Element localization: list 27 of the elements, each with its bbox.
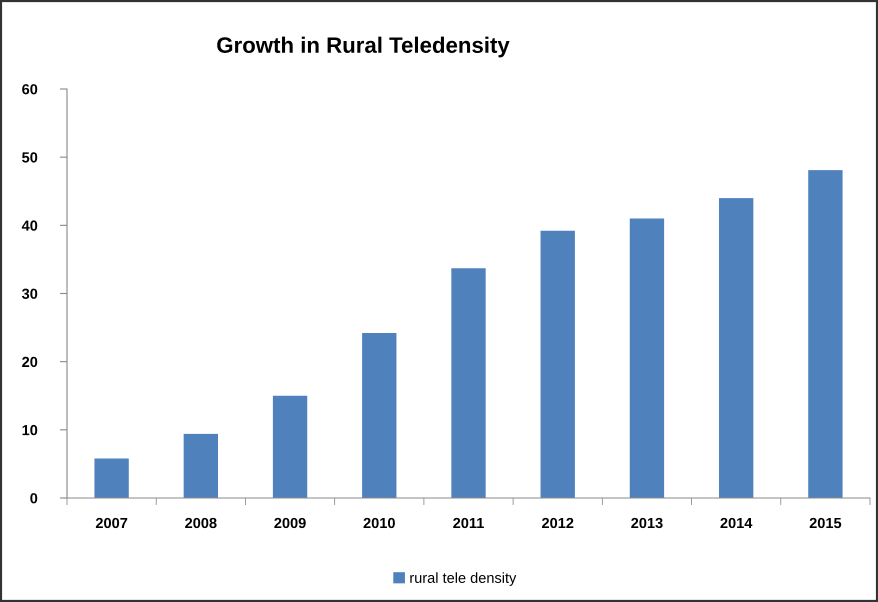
y-tick-label: 30 (22, 288, 38, 299)
x-tick-label: 2015 (810, 518, 842, 528)
y-tick-label: 0 (30, 493, 38, 504)
bar (94, 458, 129, 498)
x-tick-label: 2010 (364, 518, 395, 528)
x-tick-label: 2009 (274, 518, 306, 528)
x-tick-label: 2014 (720, 518, 752, 528)
x-tick-label: 2007 (96, 518, 128, 528)
chart-title: Growth in Rural Teledensity (217, 36, 510, 58)
bar (184, 434, 218, 498)
y-tick-label: 60 (22, 84, 38, 94)
legend-label: rural tele density (410, 572, 516, 586)
bar (630, 218, 664, 498)
bar (808, 170, 843, 498)
y-tick-label: 50 (22, 152, 38, 163)
bar (272, 396, 308, 498)
bar (451, 268, 486, 498)
bar (718, 198, 754, 498)
bar (362, 333, 396, 498)
x-tick-label: 2013 (631, 518, 663, 528)
x-tick-label: 2011 (453, 518, 484, 528)
y-tick-label: 40 (22, 220, 38, 231)
x-tick-label: 2008 (185, 518, 217, 528)
bar (540, 230, 575, 498)
x-tick-label: 2012 (542, 518, 574, 528)
y-tick-label: 20 (22, 356, 38, 368)
y-tick-label: 10 (22, 424, 38, 436)
